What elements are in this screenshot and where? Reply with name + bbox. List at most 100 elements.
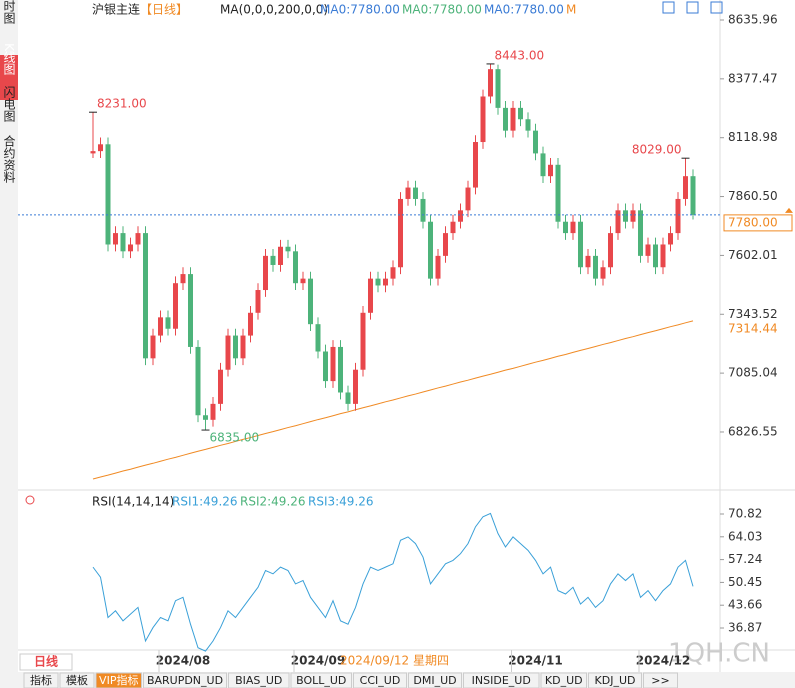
candle-body <box>398 198 403 268</box>
y-tick-label: 8118.98 <box>728 130 778 144</box>
candle-body <box>135 233 141 245</box>
candle-body <box>240 335 246 359</box>
candle-body <box>623 210 628 222</box>
candle-body <box>405 187 411 199</box>
tab-box[interactable] <box>23 672 59 688</box>
tab[interactable]: >> <box>651 674 669 687</box>
candle-body <box>210 403 216 420</box>
extreme-label: 8231.00 <box>97 97 147 111</box>
candle-body <box>450 221 456 234</box>
tab-box[interactable] <box>463 672 540 688</box>
candle-body <box>323 351 328 382</box>
tab-box[interactable] <box>59 672 95 688</box>
tab-box[interactable] <box>408 672 462 688</box>
tab[interactable]: 模板 <box>66 673 88 687</box>
x-tick-label: 2024/08 <box>156 654 210 668</box>
tab[interactable]: DMI_UD <box>413 674 456 687</box>
candle-body <box>158 317 163 336</box>
tab-box[interactable] <box>95 672 142 688</box>
rsi-tick-label: 43.66 <box>728 598 762 612</box>
candle-body <box>443 233 448 256</box>
y-tick-label: 7602.01 <box>728 248 778 262</box>
last-price-arrow <box>785 207 793 213</box>
candle-body <box>98 144 103 152</box>
candle-body <box>165 317 171 329</box>
candle-body <box>668 233 673 245</box>
sidebar-tab[interactable]: 分时图 <box>2 0 16 24</box>
sidebar-tab[interactable]: K线图 <box>2 43 16 75</box>
candle-body <box>645 244 651 256</box>
candle-body <box>638 210 643 256</box>
candle-body <box>683 176 688 199</box>
tool-icon[interactable] <box>686 1 699 14</box>
tab[interactable]: VIP指标 <box>99 673 138 687</box>
tab-box[interactable] <box>290 672 352 688</box>
tab[interactable]: 指标 <box>30 673 52 687</box>
extreme-label: 6835.00 <box>210 431 260 445</box>
candle-body <box>390 267 396 279</box>
candle-body <box>585 255 591 268</box>
ma-legend: MA0:7780.00 <box>402 3 482 17</box>
candle-body <box>180 274 186 284</box>
rsi-tick-label: 64.03 <box>728 529 762 543</box>
ma-header: MA(0,0,0,200,0,0) <box>220 3 328 17</box>
rsi-line <box>92 512 694 652</box>
toolbar-icons <box>662 1 723 14</box>
tool-icon[interactable] <box>662 1 675 14</box>
candle-body <box>293 251 298 284</box>
tab[interactable]: CCI_UD <box>360 674 401 687</box>
candle-body <box>338 346 343 393</box>
candle-body <box>255 290 261 313</box>
tab-box[interactable] <box>588 672 642 688</box>
tab[interactable]: KD_UD <box>545 674 583 687</box>
tab-box[interactable] <box>143 672 227 688</box>
tool-icon[interactable] <box>710 1 723 14</box>
sidebar-tab[interactable]: 闪电图 <box>2 86 16 122</box>
x-tick-label: 2024/09 <box>291 654 345 668</box>
rsi-tick-label: 70.82 <box>728 507 762 521</box>
sidebar <box>0 0 18 672</box>
tab-box[interactable] <box>228 672 290 688</box>
last-price-box <box>723 214 793 232</box>
candle-body <box>480 96 486 143</box>
candle-body <box>248 312 253 336</box>
candle-body <box>105 144 111 245</box>
ma-legend: MA0:7780.00 <box>484 3 564 17</box>
candle-body <box>368 278 373 313</box>
y-tick-label: 7085.04 <box>728 366 778 380</box>
candle-body <box>360 312 366 370</box>
y-tick-label: 7860.50 <box>728 189 778 203</box>
candle-body <box>495 69 501 108</box>
candle-body <box>150 335 156 359</box>
tab-box[interactable] <box>353 672 407 688</box>
candle-body <box>593 255 598 279</box>
x-tick-label: 2024/11 <box>508 654 562 668</box>
candle-body <box>285 246 291 252</box>
candle-body <box>353 369 358 404</box>
y-tick-label: 6826.55 <box>728 424 778 438</box>
period-tab-box[interactable] <box>19 653 73 671</box>
tab[interactable]: INSIDE_UD <box>472 674 531 687</box>
settings-icon[interactable] <box>25 495 35 505</box>
candle-body <box>270 255 276 265</box>
period-tab[interactable]: 日线 <box>34 654 58 669</box>
extreme-label: 8443.00 <box>495 48 545 62</box>
candle-body <box>608 233 613 268</box>
sidebar-tab[interactable]: 合约资料 <box>2 134 16 183</box>
tab[interactable]: BOLL_UD <box>296 674 346 687</box>
tab-box[interactable] <box>643 672 678 688</box>
y-tick-label: 8377.47 <box>728 71 778 85</box>
candle-body <box>195 346 201 416</box>
tab[interactable]: KDJ_UD <box>595 674 636 687</box>
candle-body <box>345 392 351 404</box>
tab[interactable]: BIAS_UD <box>235 674 282 687</box>
candle-body <box>600 267 606 279</box>
tab[interactable]: BARUPDN_UD <box>147 674 223 687</box>
candle-body <box>653 244 658 268</box>
last-price-label: 7780.00 <box>728 215 778 229</box>
candle-body <box>420 198 426 222</box>
ma-last-label: 7314.44 <box>728 321 778 335</box>
candle-body <box>488 69 493 97</box>
tab-box[interactable] <box>540 672 587 688</box>
